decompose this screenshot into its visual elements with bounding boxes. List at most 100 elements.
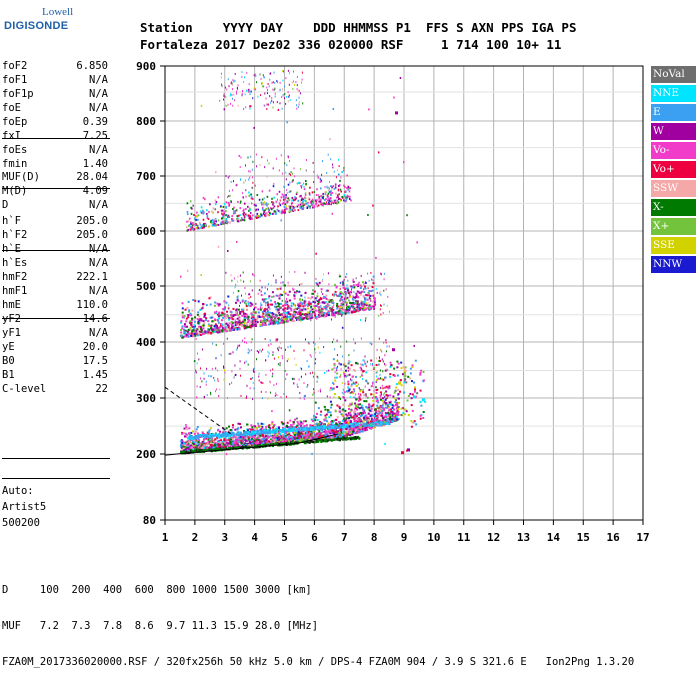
echo-point <box>288 313 290 315</box>
echo-point <box>340 298 342 300</box>
echo-point <box>369 410 371 412</box>
echo-point <box>297 437 299 439</box>
echo-point <box>244 319 246 321</box>
echo-point <box>184 428 186 430</box>
echo-point <box>386 386 388 388</box>
echo-point <box>265 359 266 361</box>
echo-point <box>397 375 399 377</box>
echo-point <box>307 428 309 430</box>
echo-point <box>330 401 332 403</box>
echo-point <box>314 348 315 350</box>
echo-point <box>251 349 252 351</box>
echo-point <box>272 354 273 356</box>
echo-point <box>296 418 298 420</box>
echo-point <box>300 439 302 441</box>
echo-point <box>223 366 224 368</box>
echo-point <box>383 403 385 405</box>
echo-point <box>327 303 329 305</box>
echo-point <box>225 317 227 319</box>
echo-point <box>262 382 263 384</box>
echo-point <box>295 311 297 313</box>
echo-point <box>249 324 251 326</box>
echo-point <box>336 303 338 305</box>
echo-point <box>396 419 398 421</box>
echo-point <box>224 369 225 371</box>
echo-point <box>237 300 239 302</box>
echo-point <box>355 293 357 295</box>
echo-point <box>181 433 183 435</box>
echo-point <box>336 405 338 407</box>
echo-point <box>246 424 248 426</box>
echo-point <box>363 359 365 361</box>
echo-point <box>253 321 255 323</box>
echo-point <box>195 370 196 372</box>
echo-point <box>314 307 316 309</box>
echo-point <box>233 314 235 316</box>
echo-point <box>361 407 363 409</box>
echo-point <box>195 438 197 440</box>
echo-point <box>411 426 413 428</box>
echo-point <box>201 435 203 437</box>
echo-point <box>196 450 198 452</box>
echo-point <box>281 436 283 438</box>
echo-point <box>250 424 252 426</box>
echo-point <box>319 352 320 354</box>
echo-point <box>230 429 232 431</box>
echo-point <box>261 439 263 441</box>
x-tick-label: 12 <box>487 531 500 544</box>
echo-point <box>283 434 285 436</box>
echo-point <box>320 390 321 392</box>
echo-point <box>302 423 304 425</box>
echo-point <box>400 362 402 364</box>
echo-point <box>204 444 206 446</box>
echo-point <box>336 373 338 375</box>
echo-point <box>327 409 329 411</box>
echo-point <box>203 447 205 449</box>
echo-point <box>227 443 229 445</box>
echo-point <box>380 387 381 389</box>
echo-point <box>202 432 204 434</box>
echo-point <box>382 370 383 372</box>
echo-point <box>197 385 198 387</box>
echo-point <box>254 324 256 326</box>
echo-point <box>314 392 315 394</box>
echo-point <box>356 415 358 417</box>
echo-point <box>288 346 289 348</box>
echo-point <box>375 423 377 425</box>
echo-point <box>272 431 274 433</box>
echo-point <box>261 382 262 384</box>
echo-point <box>312 441 314 443</box>
echo-point <box>197 426 199 428</box>
echo-point <box>236 324 238 326</box>
echo-point <box>240 368 241 370</box>
echo-point <box>354 420 356 422</box>
echo-point <box>310 354 311 356</box>
echo-point <box>365 427 367 429</box>
echo-point <box>392 411 394 413</box>
echo-point <box>375 386 377 388</box>
echo-point <box>361 368 362 370</box>
echo-point <box>207 331 209 333</box>
echo-point <box>355 397 356 399</box>
echo-point <box>225 372 226 374</box>
echo-point <box>411 404 413 406</box>
echo-point <box>350 396 351 398</box>
echo-point <box>182 448 184 450</box>
echo-point <box>186 307 188 309</box>
echo-point <box>242 340 243 342</box>
echo-point <box>296 430 298 432</box>
echo-point <box>332 388 334 390</box>
echo-point <box>274 436 276 438</box>
echo-point <box>363 394 365 396</box>
echo-point <box>251 321 253 323</box>
echo-point <box>328 301 330 303</box>
echo-point <box>267 351 268 353</box>
echo-point <box>294 298 296 300</box>
echo-point <box>380 397 381 399</box>
echo-point <box>367 361 368 363</box>
echo-point <box>188 427 190 429</box>
echo-point <box>361 414 363 416</box>
echo-point <box>342 414 344 416</box>
echo-point <box>353 438 355 440</box>
